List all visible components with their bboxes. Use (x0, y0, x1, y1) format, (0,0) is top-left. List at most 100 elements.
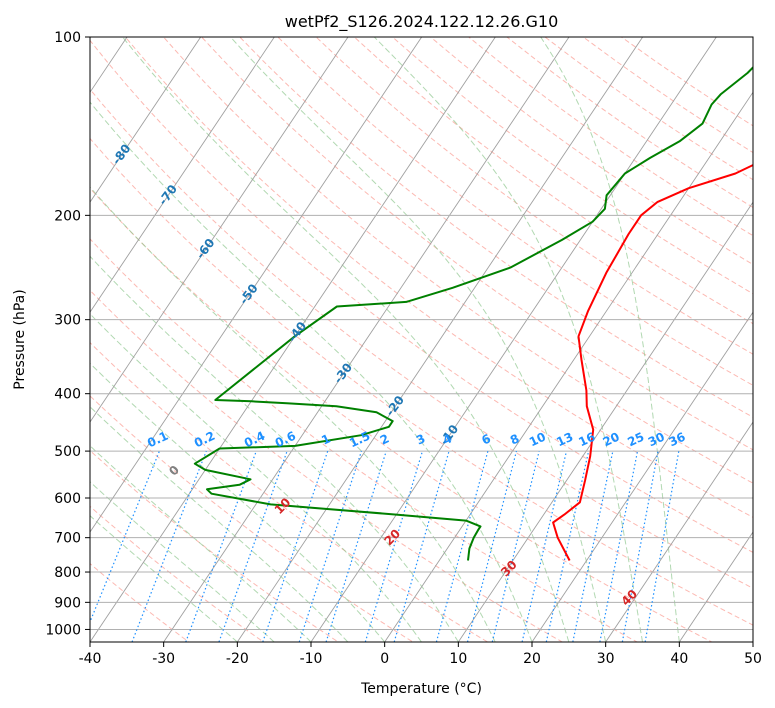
mixing-ratio-line (521, 450, 568, 642)
moist-adiabat-line (90, 186, 496, 642)
mixing-ratio-line (325, 450, 387, 642)
y-tick-label: 800 (54, 565, 81, 581)
mixing-ratio-label: 2 (378, 431, 391, 447)
dry-adiabat-line (90, 289, 564, 642)
dry-adiabat-label: 0 (166, 463, 182, 479)
x-axis: -40 -30 -20 -10 0 10 20 30 40 50 (79, 642, 762, 667)
mixing-ratio-label: 3 (414, 431, 427, 447)
mixing-ratio-label: 1.5 (347, 429, 372, 451)
dry-adiabat-line (162, 37, 753, 484)
mixing-ratio-label: 25 (625, 430, 646, 450)
moist-adiabat-line (540, 37, 680, 642)
isotherm-line (605, 421, 753, 642)
y-tick-label: 300 (54, 313, 81, 329)
isotherm-line (163, 37, 570, 642)
isotherm-label: -20 (383, 393, 407, 419)
isotherm-line (90, 37, 349, 423)
isotherm-label: -70 (156, 182, 180, 208)
mixing-ratio-line (599, 450, 639, 642)
dry-adiabat-line (239, 37, 753, 418)
x-tick-label: -10 (300, 651, 323, 667)
x-tick-label: 40 (670, 651, 688, 667)
moist-adiabat-line (90, 515, 238, 642)
isotherm-label: -60 (193, 236, 217, 262)
moist-adiabat-line (122, 37, 570, 642)
dry-adiabat-label: 40 (618, 587, 640, 609)
y-tick-label: 100 (54, 30, 81, 46)
dry-adiabat-line (90, 187, 713, 642)
dewpoint-line (193, 66, 753, 561)
mixing-ratio-label: 8 (508, 431, 521, 447)
moist-adiabat-line (90, 481, 275, 642)
dry-adiabat-line (277, 37, 753, 386)
dry-adiabat-line (90, 88, 753, 589)
mixing-ratio-line (435, 450, 489, 642)
dry-adiabat-line (391, 37, 753, 295)
y-axis-label: Pressure (hPa) (12, 289, 28, 389)
isotherm-line (90, 37, 496, 642)
dry-adiabat-line (315, 37, 753, 355)
isotherm-line (752, 641, 753, 642)
mixing-ratio-label: 16 (576, 430, 597, 450)
y-tick-label: 1000 (45, 622, 81, 638)
isotherm-line (457, 201, 753, 642)
dry-adiabat-line (467, 37, 753, 237)
mixing-ratio-label: 10 (527, 430, 548, 450)
x-tick-label: 30 (597, 651, 615, 667)
moist-adiabat-line (90, 313, 422, 642)
x-axis-label: Temperature (°C) (360, 681, 482, 697)
y-axis: 100 200 300 400 500 600 700 800 900 1000 (45, 30, 90, 638)
mixing-ratio-label: 20 (601, 430, 622, 450)
isotherm-label: -80 (109, 141, 133, 167)
mixing-ratio-line (621, 450, 659, 642)
mixing-ratio-line (466, 450, 518, 642)
mixing-ratio-label: 0.1 (145, 429, 170, 451)
y-tick-label: 400 (54, 387, 81, 403)
isotherm-line (90, 37, 275, 313)
moist-adiabat-line (373, 37, 643, 642)
x-tick-label: -20 (226, 651, 249, 667)
x-tick-label: 20 (523, 651, 541, 667)
moist-adiabat-line (90, 101, 533, 642)
mixing-ratio-line (218, 450, 288, 642)
mixing-ratio-line (131, 450, 207, 642)
x-tick-label: 10 (449, 651, 467, 667)
dry-adiabat-line (90, 395, 414, 642)
mixing-ratio-line (572, 450, 614, 642)
mixing-ratio-label: 13 (554, 430, 575, 450)
x-tick-label: -40 (79, 651, 102, 667)
mixing-ratio-line (298, 450, 363, 642)
isotherm-label: -90 (63, 101, 87, 127)
mixing-ratio-line (90, 450, 160, 624)
mixing-ratio-label: 30 (646, 430, 667, 450)
dry-adiabat-line (544, 37, 753, 181)
mixing-ratio-line (393, 450, 450, 642)
dry-adiabat-line (124, 37, 753, 518)
isotherm-label: -100 (7, 67, 36, 99)
x-tick-label: 50 (744, 651, 762, 667)
dry-adiabat-line (90, 449, 340, 642)
isotherm-line (384, 91, 753, 642)
moist-adiabat-line (90, 255, 459, 642)
y-tick-label: 200 (54, 208, 81, 224)
y-tick-label: 900 (54, 595, 81, 611)
mixing-ratio-label: 6 (479, 431, 492, 447)
dry-adiabat-line (620, 37, 753, 127)
plot-frame (89, 36, 754, 643)
dry-adiabat-line (353, 37, 753, 325)
y-tick-label: 700 (54, 531, 81, 547)
dry-adiabat-line (90, 562, 190, 642)
isotherm-label: -30 (331, 360, 355, 386)
moist-adiabat-line (90, 362, 386, 642)
mixing-ratio-line (185, 450, 257, 642)
dry-adiabat-line (90, 341, 489, 642)
chart-title: wetPf2_S126.2024.122.12.26.G10 (285, 12, 559, 32)
isotherm-line (310, 37, 717, 642)
dry-adiabat-label: 20 (381, 526, 403, 548)
y-tick-label: 500 (54, 444, 81, 460)
dry-adiabat-line (90, 137, 753, 626)
isotherm-line (236, 37, 644, 642)
dry-adiabat-line (90, 505, 265, 642)
mixing-ratio-line (364, 450, 424, 642)
